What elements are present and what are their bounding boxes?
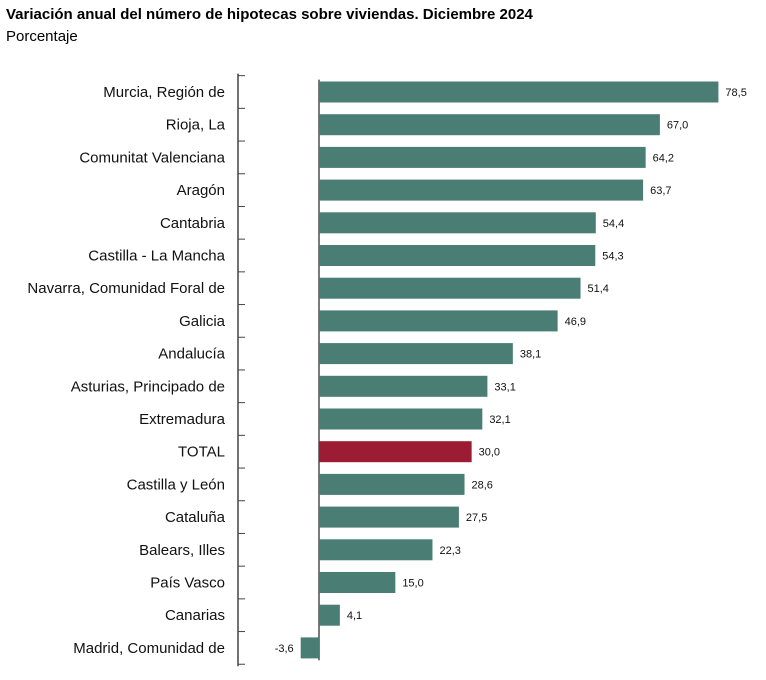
value-label: 22,3	[439, 545, 460, 557]
category-label: Balears, Illes	[139, 542, 225, 559]
category-label: Rioja, La	[166, 117, 226, 134]
value-label: -3,6	[275, 643, 294, 655]
category-label: Castilla - La Mancha	[88, 248, 225, 265]
category-label: Aragón	[177, 182, 225, 199]
bar	[319, 212, 596, 234]
bar	[319, 114, 660, 136]
value-label: 28,6	[472, 479, 493, 491]
bar	[319, 146, 646, 168]
value-label: 51,4	[588, 283, 609, 295]
chart-subtitle: Porcentaje	[6, 28, 78, 45]
bar	[319, 572, 396, 593]
category-label: Extremadura	[139, 411, 226, 428]
category-label: Castilla y León	[127, 476, 225, 493]
category-label: Murcia, Región de	[103, 84, 225, 101]
bar	[319, 408, 483, 430]
bar	[319, 310, 558, 332]
bar	[319, 277, 581, 299]
value-label: 54,4	[603, 218, 624, 230]
value-label: 46,9	[565, 316, 586, 328]
bar	[319, 539, 433, 561]
category-label: Cataluña	[165, 509, 226, 526]
value-label: 67,0	[667, 120, 688, 132]
category-label: Navarra, Comunidad Foral de	[27, 280, 225, 297]
value-label: 54,3	[602, 251, 623, 263]
value-label: 4,1	[347, 610, 362, 622]
category-label: Cantabria	[160, 215, 226, 232]
category-label: Asturias, Principado de	[71, 378, 225, 395]
bar	[300, 637, 319, 659]
axis-layer	[237, 73, 320, 667]
bar	[319, 81, 719, 103]
bar	[319, 506, 459, 528]
bar	[319, 441, 472, 463]
bar	[319, 343, 513, 365]
bars-layer	[300, 81, 719, 659]
value-label: 63,7	[650, 185, 671, 197]
value-label: 38,1	[520, 349, 541, 361]
chart-title: Variación anual del número de hipotecas …	[6, 6, 533, 23]
bar	[319, 375, 488, 397]
labels-layer: Murcia, Región de 78,5 Rioja, La 67,0 Comuni…	[27, 84, 746, 657]
value-label: 27,5	[466, 512, 487, 524]
category-label: Andalucía	[158, 346, 225, 363]
category-label: Canarias	[165, 607, 225, 624]
bar	[319, 179, 644, 201]
value-label: 30,0	[479, 447, 500, 459]
value-label: 33,1	[494, 381, 515, 393]
category-label: País Vasco	[150, 575, 225, 592]
category-label: Comunitat Valenciana	[79, 149, 225, 166]
value-label: 78,5	[725, 87, 746, 99]
bar	[319, 604, 340, 626]
value-label: 32,1	[489, 414, 510, 426]
category-label: TOTAL	[178, 444, 225, 461]
bar	[319, 245, 596, 266]
value-label: 64,2	[653, 152, 674, 164]
category-label: Galicia	[179, 313, 226, 330]
bar	[319, 473, 465, 495]
category-label: Madrid, Comunidad de	[73, 640, 225, 657]
value-label: 15,0	[402, 578, 423, 590]
